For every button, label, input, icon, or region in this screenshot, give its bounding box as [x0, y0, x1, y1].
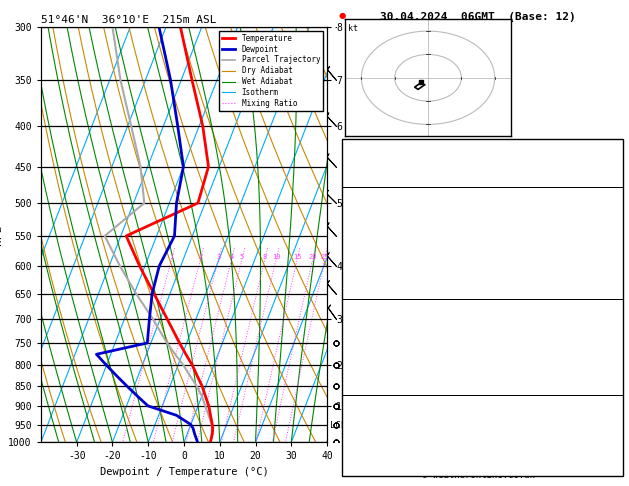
Text: kt: kt: [348, 24, 358, 33]
Text: 1: 1: [169, 254, 174, 260]
Legend: Temperature, Dewpoint, Parcel Trajectory, Dry Adiabat, Wet Adiabat, Isotherm, Mi: Temperature, Dewpoint, Parcel Trajectory…: [219, 31, 323, 111]
Text: SREH: SREH: [348, 430, 371, 440]
Text: PW (cm): PW (cm): [348, 173, 389, 183]
Text: EH: EH: [348, 414, 360, 424]
Text: K: K: [348, 141, 353, 151]
Text: Dewp (°C): Dewp (°C): [348, 221, 401, 231]
Text: 299: 299: [600, 333, 618, 344]
Text: 30: 30: [606, 157, 618, 167]
Text: 3.8: 3.8: [600, 221, 618, 231]
Text: 51°46'N  36°10'E  215m ASL: 51°46'N 36°10'E 215m ASL: [41, 15, 216, 25]
Text: LCL: LCL: [330, 421, 346, 430]
Text: 7.4: 7.4: [600, 205, 618, 215]
Text: 30.04.2024  06GMT  (Base: 12): 30.04.2024 06GMT (Base: 12): [380, 12, 576, 22]
Text: 14: 14: [606, 349, 618, 360]
Text: 25: 25: [320, 254, 329, 260]
Text: StmSpd (kt): StmSpd (kt): [348, 462, 413, 472]
Text: ●: ●: [338, 11, 346, 19]
Text: 10: 10: [272, 254, 280, 260]
Text: 0.66: 0.66: [594, 173, 618, 183]
Text: ≡: ≡: [345, 415, 352, 428]
Text: Temp (°C): Temp (°C): [348, 205, 401, 215]
Text: ≡: ≡: [345, 431, 352, 444]
Text: Most Unstable: Most Unstable: [444, 300, 520, 310]
Text: 0: 0: [612, 285, 618, 295]
Text: CAPE (J): CAPE (J): [348, 365, 395, 376]
Text: 750: 750: [600, 317, 618, 328]
Text: 293: 293: [600, 237, 618, 247]
Text: 12: 12: [606, 253, 618, 263]
Text: 0: 0: [612, 269, 618, 279]
Text: 3: 3: [216, 254, 220, 260]
Text: 4: 4: [229, 254, 233, 260]
Text: © weatheronline.co.uk: © weatheronline.co.uk: [421, 471, 535, 480]
Text: 23: 23: [606, 462, 618, 472]
Text: Hodograph: Hodograph: [455, 396, 509, 406]
Text: CIN (J): CIN (J): [348, 285, 389, 295]
Text: 20: 20: [308, 254, 316, 260]
Text: θᴄ (K): θᴄ (K): [348, 333, 383, 344]
Y-axis label: hPa: hPa: [0, 225, 3, 244]
Text: Surface: Surface: [462, 188, 503, 198]
Text: Pressure (mb): Pressure (mb): [348, 317, 424, 328]
Text: Lifted Index: Lifted Index: [348, 349, 418, 360]
Text: 0: 0: [612, 365, 618, 376]
Text: 5: 5: [240, 254, 244, 260]
Text: 15: 15: [292, 254, 301, 260]
Text: -41: -41: [600, 414, 618, 424]
Text: 0: 0: [612, 382, 618, 392]
Text: ≡: ≡: [345, 447, 352, 460]
Text: 2: 2: [198, 254, 203, 260]
Text: CAPE (J): CAPE (J): [348, 269, 395, 279]
Text: -15: -15: [600, 141, 618, 151]
Text: StmDir: StmDir: [348, 446, 383, 456]
Text: θᴄ(K): θᴄ(K): [348, 237, 377, 247]
Text: Lifted Index: Lifted Index: [348, 253, 418, 263]
Text: 58°: 58°: [600, 446, 618, 456]
Text: 8: 8: [262, 254, 267, 260]
Y-axis label: km
ASL: km ASL: [350, 213, 367, 235]
Text: ≡: ≡: [345, 463, 352, 476]
X-axis label: Dewpoint / Temperature (°C): Dewpoint / Temperature (°C): [99, 467, 269, 477]
Text: Totals Totals: Totals Totals: [348, 157, 424, 167]
Text: CIN (J): CIN (J): [348, 382, 389, 392]
Text: -17: -17: [600, 430, 618, 440]
